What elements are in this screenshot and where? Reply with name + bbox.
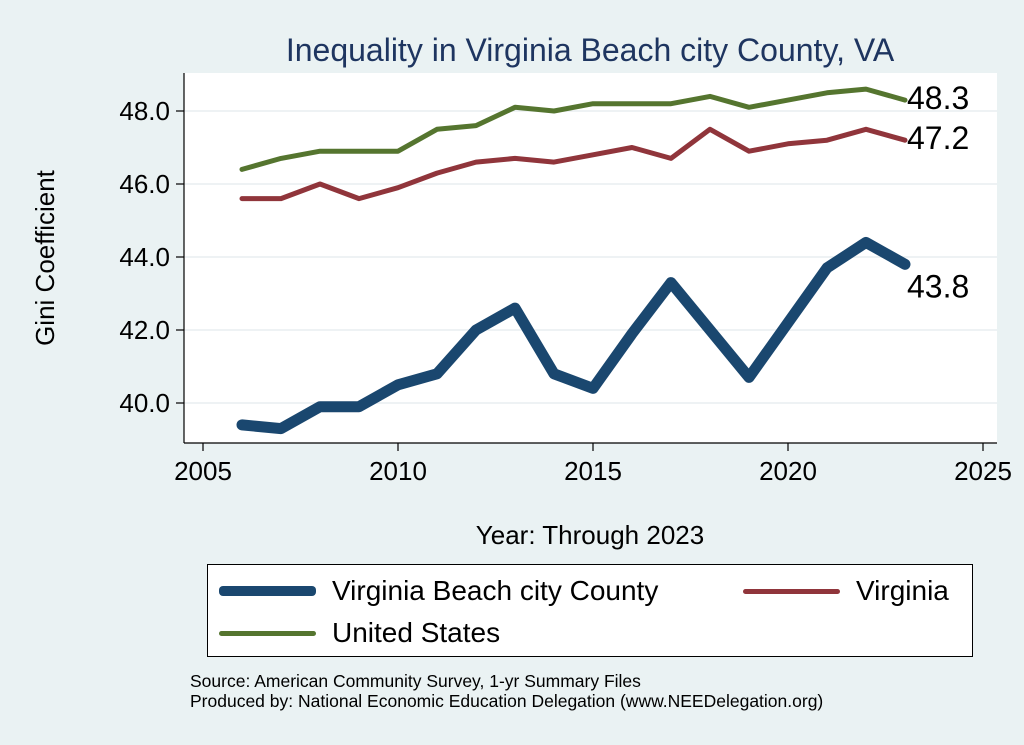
series-line-county xyxy=(236,236,911,435)
legend-swatch-county xyxy=(219,586,316,596)
legend-item-us: United States xyxy=(219,617,500,649)
legend: Virginia Beach city County Virginia Unit… xyxy=(207,564,973,657)
y-axis-label: Gini Coefficient xyxy=(30,169,60,346)
x-tick-label-3: 2020 xyxy=(759,456,817,486)
legend-item-virginia: Virginia xyxy=(743,575,949,607)
legend-swatch-virginia xyxy=(743,588,840,594)
end-label-county: 43.8 xyxy=(907,268,969,304)
x-axis-label: Year: Through 2023 xyxy=(476,520,704,550)
legend-swatch-us xyxy=(219,630,316,636)
y-tick-label-1: 42.0 xyxy=(119,315,170,345)
source-note: Source: American Community Survey, 1-yr … xyxy=(190,671,641,691)
x-tick-label-4: 2025 xyxy=(954,456,1012,486)
y-tick-label-3: 46.0 xyxy=(119,169,170,199)
y-tick-label-2: 44.0 xyxy=(119,242,170,272)
x-tick-label-2: 2015 xyxy=(564,456,622,486)
series-line-virginia xyxy=(239,126,908,202)
end-label-us: 48.3 xyxy=(907,80,969,116)
footer: Source: American Community Survey, 1-yr … xyxy=(190,671,823,711)
legend-item-county: Virginia Beach city County xyxy=(219,575,658,607)
y-tick-label-4: 48.0 xyxy=(119,96,170,126)
legend-label-county: Virginia Beach city County xyxy=(332,575,659,606)
legend-label-virginia: Virginia xyxy=(856,575,949,606)
end-labels: 48.3 47.2 43.8 xyxy=(907,80,969,304)
series-line-us xyxy=(239,86,908,172)
y-axis-ticks: 40.0 42.0 44.0 46.0 48.0 xyxy=(119,96,184,418)
x-tick-label-1: 2010 xyxy=(369,456,427,486)
legend-label-us: United States xyxy=(332,617,501,648)
producer-note: Produced by: National Economic Education… xyxy=(190,691,824,711)
x-tick-label-0: 2005 xyxy=(174,456,232,486)
series-lines xyxy=(236,86,911,435)
x-axis-ticks: 2005 2010 2015 2020 2025 xyxy=(174,443,1012,486)
chart-title: Inequality in Virginia Beach city County… xyxy=(286,32,895,68)
end-label-virginia: 47.2 xyxy=(907,120,969,156)
y-tick-label-0: 40.0 xyxy=(119,388,170,418)
plot-area xyxy=(184,73,997,443)
